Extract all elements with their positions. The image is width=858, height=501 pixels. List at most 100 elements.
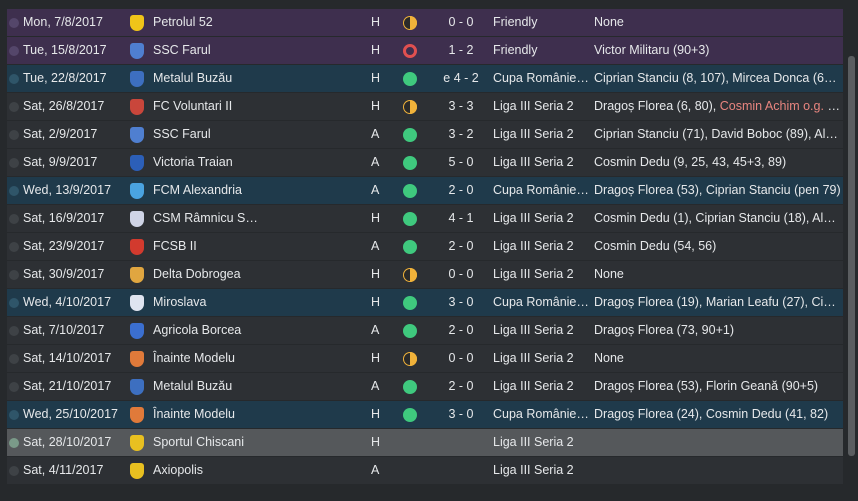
competition[interactable]: Liga III Seria 2 bbox=[493, 127, 574, 141]
fixture-row[interactable]: Sat, 4/11/2017 Axiopolis A Liga III Seria 2 bbox=[7, 457, 843, 484]
result-win-icon bbox=[403, 127, 417, 142]
select-circle-icon[interactable] bbox=[9, 213, 19, 224]
opponent-name[interactable]: Metalul Buzău bbox=[153, 379, 233, 393]
select-circle-icon[interactable] bbox=[9, 297, 19, 308]
select-circle-icon[interactable] bbox=[9, 45, 19, 56]
competition[interactable]: Liga III Seria 2 bbox=[493, 267, 574, 281]
fixture-row[interactable]: Sat, 14/10/2017 Înainte Modelu H 0 - 0 Liga … bbox=[7, 345, 843, 372]
match-score[interactable]: 3 - 0 bbox=[448, 407, 474, 421]
competition[interactable]: Liga III Seria 2 bbox=[493, 155, 574, 169]
venue: A bbox=[371, 155, 380, 169]
opponent-name[interactable]: Axiopolis bbox=[153, 463, 204, 477]
select-circle-icon[interactable] bbox=[9, 269, 19, 280]
competition[interactable]: Liga III Seria 2 bbox=[493, 99, 574, 113]
select-circle-icon[interactable] bbox=[9, 381, 19, 392]
fixture-row[interactable]: Sat, 7/10/2017 Agricola Borcea A 2 - 0 Liga … bbox=[7, 317, 843, 344]
club-crest-icon bbox=[130, 14, 144, 31]
opponent-name[interactable]: Agricola Borcea bbox=[153, 323, 242, 337]
select-circle-icon[interactable] bbox=[9, 17, 19, 28]
competition[interactable]: Liga III Seria 2 bbox=[493, 351, 574, 365]
match-score[interactable]: 5 - 0 bbox=[448, 155, 474, 169]
select-circle-icon[interactable] bbox=[9, 101, 19, 112]
opponent-name[interactable]: Delta Dobrogea bbox=[153, 267, 241, 281]
venue: H bbox=[371, 435, 381, 449]
scrollbar-thumb[interactable] bbox=[848, 56, 855, 456]
match-score[interactable]: 4 - 1 bbox=[448, 211, 474, 225]
competition[interactable]: Liga III Seria 2 bbox=[493, 323, 574, 337]
fixture-row[interactable]: Wed, 25/10/2017 Înainte Modelu H 3 - 0 Cupa … bbox=[7, 401, 843, 428]
opponent-name[interactable]: CSM Râmnicu S… bbox=[153, 211, 258, 225]
fixture-row[interactable]: Wed, 4/10/2017 Miroslava H 3 - 0 Cupa Români… bbox=[7, 289, 843, 316]
fixture-date: Sat, 28/10/2017 bbox=[23, 435, 112, 449]
competition[interactable]: Liga III Seria 2 bbox=[493, 463, 574, 477]
select-circle-icon[interactable] bbox=[9, 157, 19, 168]
match-score[interactable]: 0 - 0 bbox=[448, 15, 474, 29]
opponent-name[interactable]: FC Voluntari II bbox=[153, 99, 233, 113]
match-score[interactable] bbox=[435, 457, 487, 484]
opponent-name[interactable]: Petrolul 52 bbox=[153, 15, 213, 29]
fixture-row[interactable]: Mon, 7/8/2017 Petrolul 52 H 0 - 0 Friendly No… bbox=[7, 9, 843, 36]
venue: H bbox=[371, 15, 381, 29]
match-score[interactable]: 3 - 2 bbox=[448, 127, 474, 141]
club-crest-icon bbox=[130, 322, 144, 339]
competition[interactable]: Liga III Seria 2 bbox=[493, 211, 574, 225]
opponent-name[interactable]: Miroslava bbox=[153, 295, 207, 309]
competition[interactable]: Friendly bbox=[493, 43, 538, 57]
match-score[interactable]: 3 - 3 bbox=[448, 99, 474, 113]
match-score[interactable]: 1 - 2 bbox=[448, 43, 474, 57]
opponent-name[interactable]: Înainte Modelu bbox=[153, 351, 236, 365]
select-circle-icon[interactable] bbox=[9, 437, 19, 448]
fixture-row[interactable]: Tue, 15/8/2017 SSC Farul H 1 - 2 Friendly Vic… bbox=[7, 37, 843, 64]
fixture-row[interactable]: Sat, 9/9/2017 Victoria Traian A 5 - 0 Liga I… bbox=[7, 149, 843, 176]
fixture-row[interactable]: Sat, 23/9/2017 FCSB II A 2 - 0 Liga III Seri… bbox=[7, 233, 843, 260]
select-circle-icon[interactable] bbox=[9, 129, 19, 140]
opponent-name[interactable]: FCM Alexandria bbox=[153, 183, 242, 197]
fixture-row[interactable]: Wed, 13/9/2017 FCM Alexandria A 2 - 0 Cupa R… bbox=[7, 177, 843, 204]
select-circle-icon[interactable] bbox=[9, 241, 19, 252]
opponent-name[interactable]: Înainte Modelu bbox=[153, 407, 236, 421]
match-score[interactable]: e 4 - 2 bbox=[443, 71, 479, 85]
match-score[interactable]: 2 - 0 bbox=[448, 183, 474, 197]
fixture-row[interactable]: Sat, 26/8/2017 FC Voluntari II H 3 - 3 Liga … bbox=[7, 93, 843, 120]
club-crest-icon bbox=[130, 266, 144, 283]
fixture-row[interactable]: Sat, 21/10/2017 Metalul Buzău A 2 - 0 Liga I… bbox=[7, 373, 843, 400]
competition[interactable]: Cupa Românie… bbox=[493, 295, 589, 309]
match-score[interactable]: 3 - 0 bbox=[448, 295, 474, 309]
select-circle-icon[interactable] bbox=[9, 185, 19, 196]
competition[interactable]: Cupa Românie… bbox=[493, 183, 589, 197]
fixture-row[interactable]: Sat, 28/10/2017 Sportul Chiscani H Liga III… bbox=[7, 429, 843, 456]
select-circle-icon[interactable] bbox=[9, 73, 19, 84]
opponent-name[interactable]: SSC Farul bbox=[153, 127, 211, 141]
opponent-name[interactable]: Sportul Chiscani bbox=[153, 435, 245, 449]
fixture-row[interactable]: Sat, 16/9/2017 CSM Râmnicu S… H 4 - 1 Liga I… bbox=[7, 205, 843, 232]
select-circle-icon[interactable] bbox=[9, 409, 19, 420]
select-circle-icon[interactable] bbox=[9, 465, 19, 476]
competition[interactable]: Cupa Românie… bbox=[493, 407, 589, 421]
fixture-date: Wed, 4/10/2017 bbox=[23, 295, 112, 309]
competition[interactable]: Liga III Seria 2 bbox=[493, 435, 574, 449]
competition[interactable]: Cupa Românie… bbox=[493, 71, 589, 85]
select-circle-icon[interactable] bbox=[9, 325, 19, 336]
opponent-name[interactable]: Victoria Traian bbox=[153, 155, 233, 169]
scorers-text: Dragoș Florea (73, 90+1) bbox=[594, 323, 735, 337]
match-score[interactable]: 2 - 0 bbox=[448, 239, 474, 253]
goal-scorers: Cosmin Dedu (54, 56) bbox=[594, 233, 841, 260]
match-score[interactable]: 2 - 0 bbox=[448, 379, 474, 393]
match-score[interactable]: 0 - 0 bbox=[448, 267, 474, 281]
opponent-name[interactable]: SSC Farul bbox=[153, 43, 211, 57]
competition[interactable]: Liga III Seria 2 bbox=[493, 379, 574, 393]
competition[interactable]: Friendly bbox=[493, 15, 538, 29]
venue: H bbox=[371, 211, 381, 225]
match-score[interactable]: 0 - 0 bbox=[448, 351, 474, 365]
opponent-name[interactable]: FCSB II bbox=[153, 239, 197, 253]
competition[interactable]: Liga III Seria 2 bbox=[493, 239, 574, 253]
goal-scorers: Victor Militaru (90+3) bbox=[594, 37, 841, 64]
match-score[interactable] bbox=[435, 429, 487, 456]
select-circle-icon[interactable] bbox=[9, 353, 19, 364]
opponent-name[interactable]: Metalul Buzău bbox=[153, 71, 233, 85]
match-score[interactable]: 2 - 0 bbox=[448, 323, 474, 337]
fixture-row[interactable]: Sat, 2/9/2017 SSC Farul A 3 - 2 Liga III Ser… bbox=[7, 121, 843, 148]
venue: H bbox=[371, 295, 381, 309]
fixture-row[interactable]: Sat, 30/9/2017 Delta Dobrogea H 0 - 0 Liga I… bbox=[7, 261, 843, 288]
